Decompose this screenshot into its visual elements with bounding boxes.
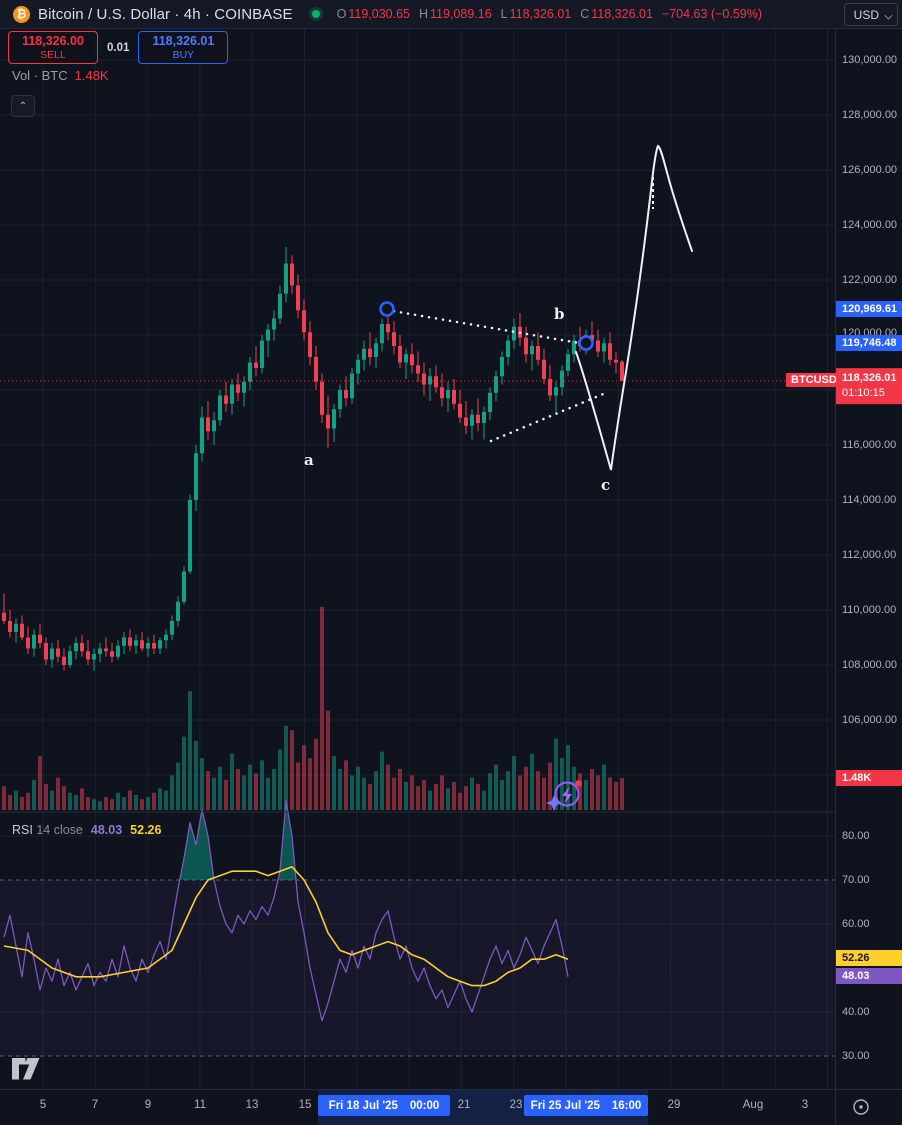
- rsi-title: RSI: [12, 823, 33, 837]
- sell-label: SELL: [40, 48, 66, 61]
- symbol-title[interactable]: Bitcoin / U.S. Dollar · 4h · COINBASE: [38, 5, 293, 23]
- volume-indicator-row[interactable]: Vol · BTC 1.48K: [12, 68, 109, 83]
- axis-value-badge: 119,746.48: [836, 335, 902, 351]
- axis-value-badge: 120,969.61: [836, 301, 902, 317]
- top-toolbar: ₿ Bitcoin / U.S. Dollar · 4h · COINBASE …: [0, 0, 902, 29]
- sell-button[interactable]: 118,326.00 SELL: [8, 31, 98, 64]
- bitcoin-icon: ₿: [13, 5, 30, 23]
- spread-value: 0.01: [107, 41, 130, 54]
- current-price-value: 118,326.01: [842, 372, 897, 385]
- volume-label: Vol · BTC: [12, 68, 68, 83]
- axis-value-badge: 1.48K: [836, 770, 902, 786]
- bar-countdown: 01:10:15: [842, 387, 885, 399]
- time-axis-tick[interactable]: 29: [667, 1099, 681, 1111]
- sell-price: 118,326.00: [22, 34, 84, 49]
- ohlc-readout: O 119,030.65 H 119,089.16 L 118,326.01 C 118…: [337, 7, 762, 21]
- currency-dropdown[interactable]: USD: [843, 3, 898, 26]
- high-value: 119,089.16: [430, 7, 492, 21]
- star-icon: [546, 795, 562, 811]
- annotation-letter-b[interactable]: b: [554, 305, 565, 323]
- range-end-time: 16:00: [611, 1099, 642, 1112]
- low-value: 118,326.01: [509, 7, 572, 21]
- price-axis-label: 106,000.00: [842, 714, 898, 726]
- open-value: 119,030.65: [348, 7, 410, 21]
- chevron-up-icon: ⌃: [18, 100, 28, 112]
- low-label: L: [500, 7, 508, 21]
- price-line-symbol-badge: BTCUSD: [786, 373, 842, 387]
- ai-sparkle-icon[interactable]: [544, 775, 586, 817]
- rsi-axis-label: 70.00: [842, 874, 870, 886]
- time-axis-tick[interactable]: 13: [245, 1099, 259, 1111]
- price-axis-label: 128,000.00: [842, 109, 898, 121]
- price-axis-label: 108,000.00: [842, 659, 898, 671]
- time-axis-tick[interactable]: 5: [39, 1099, 47, 1111]
- rsi-value-badge: 48.03: [836, 968, 902, 984]
- tradingview-logo[interactable]: [12, 1057, 46, 1081]
- axis-settings-icon[interactable]: [851, 1097, 871, 1117]
- annotation-letter-a[interactable]: a: [304, 451, 314, 469]
- notification-dot: [575, 780, 582, 787]
- change-value: −704.63 (−0.59%): [661, 7, 762, 21]
- range-end-date: Fri 25 Jul '25: [530, 1099, 600, 1112]
- rsi-params: 14 close: [36, 823, 83, 837]
- time-axis-tick[interactable]: 21: [457, 1099, 471, 1111]
- lightning-icon: [562, 787, 572, 804]
- buy-button[interactable]: 118,326.01 BUY: [138, 31, 229, 64]
- range-start-date: Fri 18 Jul '25: [328, 1099, 398, 1112]
- rsi-axis-label: 80.00: [842, 830, 870, 842]
- time-axis-tick[interactable]: 11: [194, 1099, 206, 1111]
- annotation-letter-c[interactable]: c: [601, 476, 611, 494]
- open-label: O: [336, 7, 347, 21]
- range-start-time: 00:00: [409, 1099, 440, 1112]
- time-axis-tick[interactable]: 23: [509, 1099, 523, 1111]
- rsi-axis-label: 30.00: [842, 1050, 870, 1062]
- market-status-icon: [308, 7, 323, 21]
- price-axis-label: 126,000.00: [842, 164, 898, 176]
- time-range-start-badge[interactable]: Fri 18 Jul '25 00:00: [318, 1095, 450, 1116]
- time-range-end-badge[interactable]: Fri 25 Jul '25 16:00: [524, 1095, 648, 1116]
- price-axis-label: 112,000.00: [842, 549, 897, 561]
- collapse-panel-button[interactable]: ⌃: [11, 95, 35, 117]
- time-axis-tick[interactable]: 7: [91, 1099, 99, 1111]
- rsi-ma-value: 52.26: [130, 823, 162, 837]
- rsi-axis-label: 40.00: [842, 1006, 870, 1018]
- time-axis-tick[interactable]: Aug: [742, 1099, 764, 1111]
- price-axis[interactable]: 130,000.00 128,000.00 126,000.00 124,000.00…: [836, 0, 902, 1125]
- price-axis-label: 122,000.00: [842, 274, 898, 286]
- rsi-axis-label: 60.00: [842, 918, 870, 930]
- rsi-value-badge: 52.26: [836, 950, 902, 966]
- currency-dropdown-label: USD: [853, 7, 879, 22]
- price-axis-label: 110,000.00: [842, 604, 897, 616]
- buy-label: BUY: [172, 48, 195, 61]
- volume-value: 1.48K: [74, 68, 109, 83]
- time-axis-tick[interactable]: 3: [801, 1099, 809, 1111]
- rsi-header[interactable]: RSI 14 close 48.03 52.26: [12, 823, 161, 837]
- time-axis-tick[interactable]: 9: [144, 1099, 152, 1111]
- time-axis-tick[interactable]: 15: [298, 1099, 312, 1111]
- price-axis-label: 116,000.00: [842, 439, 897, 451]
- high-label: H: [418, 7, 429, 21]
- price-axis-label: 124,000.00: [842, 219, 898, 231]
- order-panel: 118,326.00 SELL 0.01 118,326.01 BUY: [8, 31, 229, 64]
- price-axis-label: 130,000.00: [842, 54, 898, 66]
- price-axis-label: 114,000.00: [842, 494, 897, 506]
- close-value: 118,326.01: [591, 7, 653, 21]
- current-price-badge: 118,326.01 01:10:15: [836, 368, 902, 404]
- close-label: C: [580, 7, 590, 21]
- rsi-value: 48.03: [90, 823, 123, 837]
- buy-price: 118,326.01: [152, 34, 215, 49]
- time-axis[interactable]: Fri 18 Jul '25 00:00 Fri 25 Jul '25 16:0…: [0, 1090, 902, 1125]
